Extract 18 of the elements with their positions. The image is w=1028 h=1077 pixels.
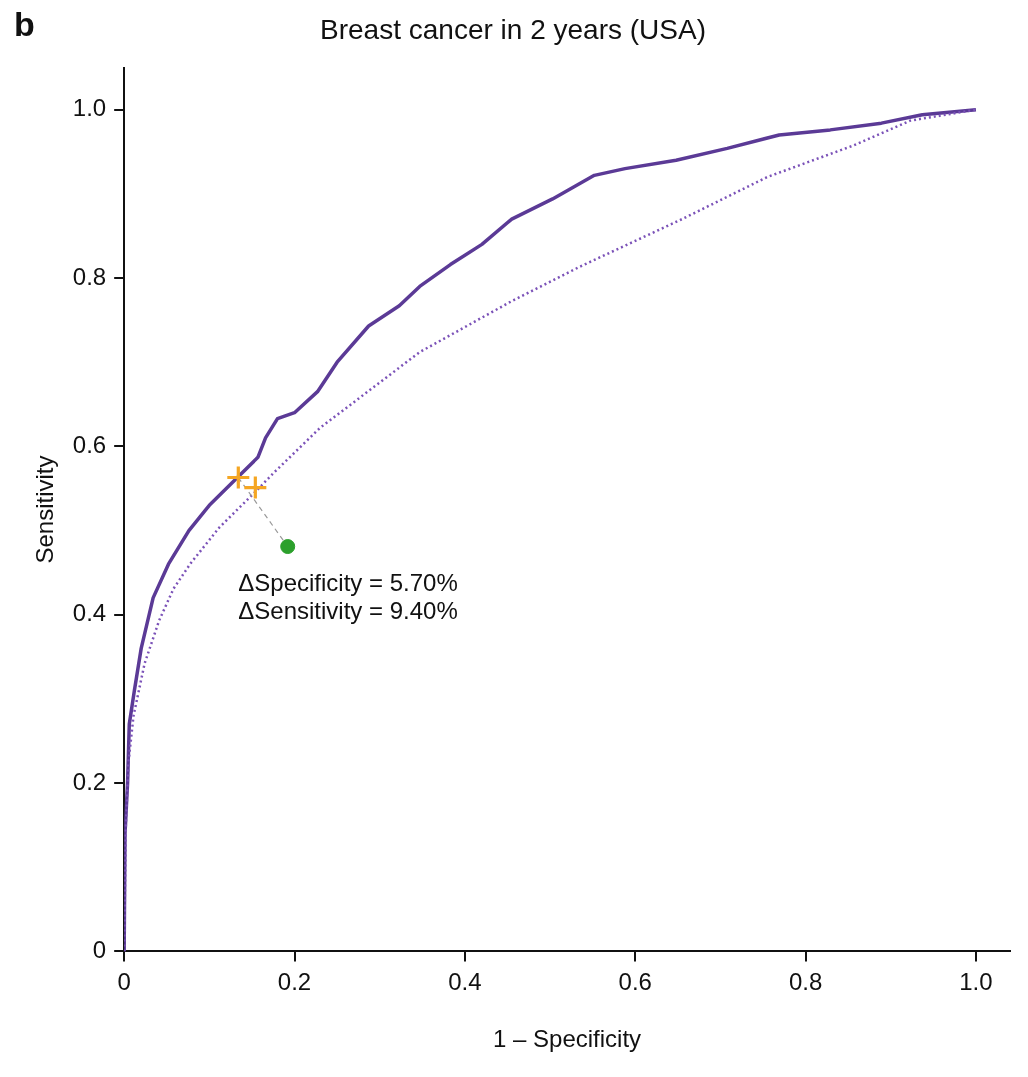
y-tick-label: 0.6 (72, 431, 107, 458)
y-axis-title: Sensitivity (31, 455, 59, 564)
y-tick-label: 0.2 (72, 767, 107, 795)
y-tick-label: 0 (92, 936, 107, 964)
x-tick-label: 1.0 (959, 968, 993, 996)
x-axis-title: 1 – Specificity (493, 1025, 642, 1053)
x-tick-label: 0.6 (618, 968, 652, 996)
x-tick-label: 0.4 (448, 968, 482, 996)
text: b (14, 5, 35, 44)
chart-title: Breast cancer in 2 years (USA) (320, 13, 706, 45)
annotation: ΔSpecificity = 5.70% (238, 569, 458, 597)
y-tick-label: 1.0 (72, 94, 107, 122)
x-tick-label: 0 (117, 968, 131, 996)
x-tick-label: 0.2 (277, 968, 312, 996)
x-tick-label: 0.8 (788, 968, 823, 996)
annotation: ΔSensitivity = 9.40% (238, 597, 458, 625)
y-tick-label: 0.8 (72, 262, 107, 290)
y-tick-label: 0.4 (72, 599, 107, 627)
